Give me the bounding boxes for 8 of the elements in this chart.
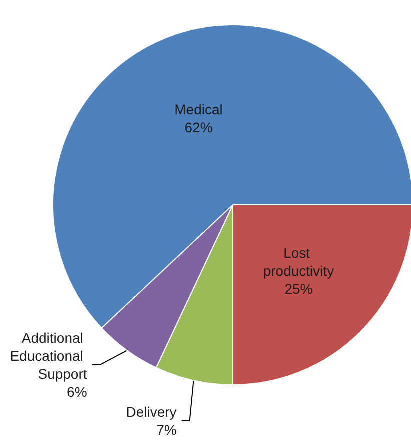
data-label: 25% [284, 280, 313, 297]
slice-label: Lost productivity [263, 244, 334, 279]
data-label: 6% [67, 384, 88, 400]
data-label: 62% [184, 120, 213, 136]
slice-label: Delivery [126, 404, 177, 420]
data-label: 7% [156, 422, 177, 438]
slice-label: Medical [174, 102, 223, 118]
slice-label: Additional Educational Support [10, 330, 88, 382]
